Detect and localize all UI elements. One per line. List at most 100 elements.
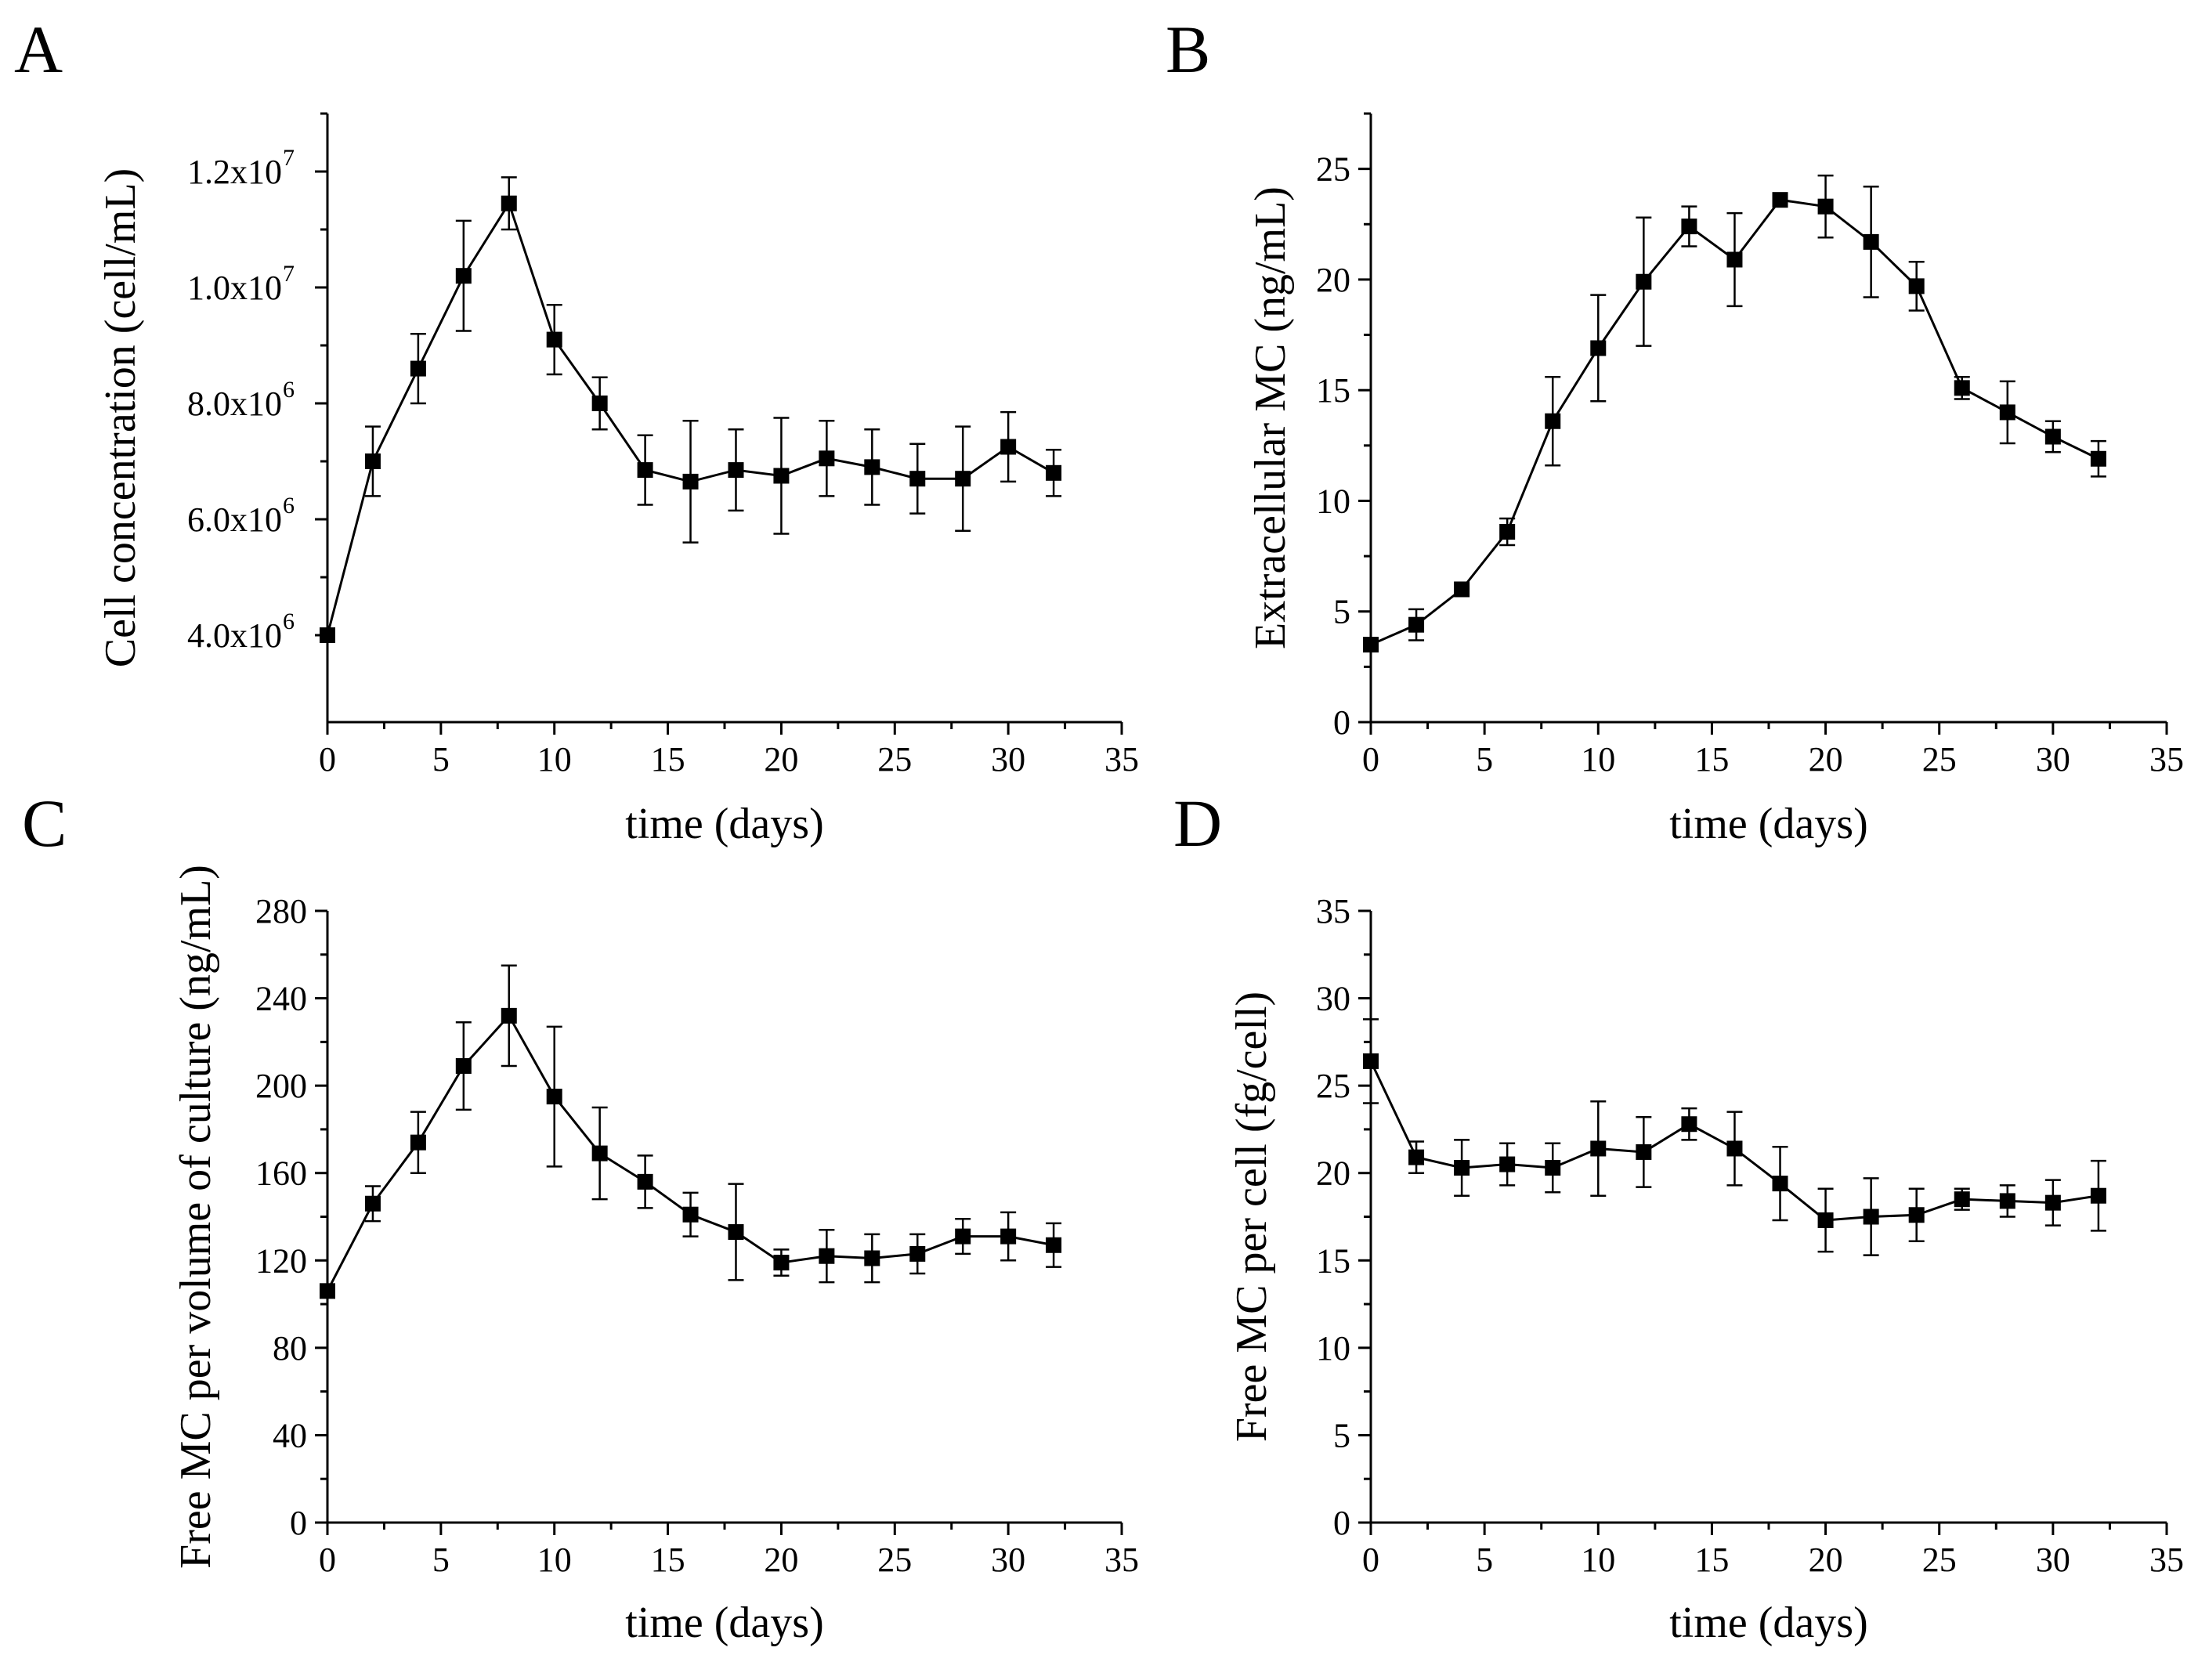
- y-tick-label: 120: [255, 1241, 307, 1280]
- y-tick-label: 160: [255, 1154, 307, 1193]
- y-tick-label: 25: [1316, 1067, 1350, 1105]
- panel-letter: D: [1173, 786, 1222, 861]
- y-tick-exponent: 6: [283, 609, 295, 634]
- panel-d: D 0 5 10 15 20 25 30 35 0 5 10 15 20 25 30 35 time (days)…: [1173, 786, 2184, 1647]
- y-tick-label: 5: [1333, 593, 1350, 631]
- data-point: [1636, 1143, 1652, 1160]
- data-point: [320, 1283, 335, 1299]
- data-point: [591, 396, 608, 411]
- x-tick-label: 10: [1581, 740, 1615, 779]
- y-tick-label: 25: [1316, 150, 1350, 189]
- y-tick-label: 0: [290, 1504, 307, 1542]
- data-point: [410, 1134, 426, 1151]
- y-tick-label: 200: [255, 1067, 307, 1105]
- data-point: [2044, 1194, 2061, 1211]
- x-tick-label: 0: [319, 740, 336, 779]
- data-point: [1681, 219, 1697, 235]
- y-tick-exponent: 6: [283, 377, 295, 403]
- x-tick-label: 25: [877, 740, 912, 779]
- panel-letter: C: [22, 786, 67, 861]
- y-tick-label: 15: [1316, 1241, 1350, 1280]
- y-tick-label: 4.0x10: [187, 616, 282, 655]
- y-tick-label: 0: [1333, 703, 1350, 742]
- data-point: [955, 1228, 971, 1245]
- y-tick-label: 10: [1316, 1329, 1350, 1367]
- x-tick-label: 15: [651, 1541, 685, 1579]
- data-point: [1681, 1116, 1697, 1133]
- y-tick-label: 1.0x10: [187, 269, 282, 307]
- x-tick-label: 30: [2036, 1541, 2070, 1579]
- data-point: [364, 453, 381, 469]
- data-point: [1046, 464, 1062, 481]
- x-tick-label: 15: [1694, 740, 1729, 779]
- data-point: [546, 331, 562, 348]
- y-axis-title: Cell concentration (cell/mL): [96, 168, 145, 668]
- data-point: [1726, 1140, 1743, 1157]
- data-point: [1363, 637, 1379, 653]
- panel-c: C 0 5 10 15 20 25 30 35 0 40 80 120 160 200 240 280 time …: [22, 786, 1139, 1647]
- data-point: [1545, 1160, 1561, 1176]
- y-tick-exponent: 7: [283, 145, 295, 171]
- data-point: [1454, 1160, 1470, 1176]
- data-point: [1590, 340, 1607, 356]
- data-point: [410, 360, 426, 377]
- data-point: [955, 471, 971, 487]
- data-point: [1000, 1228, 1017, 1245]
- x-tick-label: 0: [1362, 1541, 1379, 1579]
- x-tick-label: 30: [991, 740, 1025, 779]
- data-point: [1636, 273, 1652, 290]
- data-point: [1408, 616, 1425, 633]
- x-tick-label: 10: [537, 1541, 572, 1579]
- x-tick-label: 25: [1922, 740, 1957, 779]
- x-tick-label: 20: [1809, 740, 1843, 779]
- y-tick-exponent: 6: [283, 493, 295, 518]
- y-tick-label: 10: [1316, 482, 1350, 520]
- y-tick-exponent: 7: [283, 261, 295, 287]
- data-point: [773, 1255, 790, 1271]
- x-axis-title: time (days): [1669, 1599, 1867, 1647]
- x-tick-label: 15: [1694, 1541, 1729, 1579]
- x-tick-label: 5: [432, 1541, 450, 1579]
- y-tick-label: 15: [1316, 371, 1350, 410]
- data-point: [1363, 1053, 1379, 1069]
- data-point: [728, 462, 744, 479]
- y-tick-label: 0: [1333, 1504, 1350, 1542]
- data-point: [546, 1089, 562, 1105]
- y-tick-label: 8.0x10: [187, 385, 282, 423]
- data-point: [1908, 1207, 1925, 1223]
- data-point: [1817, 1212, 1834, 1228]
- data-point: [1999, 404, 2015, 421]
- y-tick-label: 40: [273, 1416, 307, 1454]
- y-axis-title: Free MC per volume of culture (ng/mL): [172, 865, 220, 1569]
- data-point: [1772, 192, 1788, 208]
- data-point: [1545, 413, 1561, 429]
- x-tick-label: 20: [764, 1541, 798, 1579]
- x-tick-label: 5: [1476, 1541, 1493, 1579]
- data-point: [1590, 1140, 1607, 1157]
- data-point: [819, 450, 835, 467]
- x-tick-label: 25: [1922, 1541, 1957, 1579]
- x-tick-label: 5: [432, 740, 450, 779]
- x-tick-label: 10: [1581, 1541, 1615, 1579]
- x-tick-label: 0: [1362, 740, 1379, 779]
- y-tick-label: 1.2x10: [187, 153, 282, 191]
- data-point: [1726, 251, 1743, 268]
- data-point: [1863, 233, 1879, 250]
- data-point: [455, 1058, 472, 1075]
- x-tick-label: 25: [877, 1541, 912, 1579]
- data-point: [1454, 581, 1470, 598]
- x-tick-label: 10: [537, 740, 572, 779]
- x-axis-title: time (days): [1669, 800, 1867, 848]
- data-point: [1772, 1176, 1788, 1192]
- data-point: [2090, 450, 2106, 467]
- y-tick-label: 20: [1316, 261, 1350, 299]
- data-point: [1499, 1156, 1516, 1172]
- panel-a: A0 5 10 15 20 25 30 354.0x10 66.0x10 68.0x10 61.0x…: [14, 12, 1139, 848]
- x-tick-label: 30: [2036, 740, 2070, 779]
- data-point: [2090, 1187, 2106, 1204]
- y-axis-title: Free MC per cell (fg/cell): [1227, 992, 1276, 1442]
- y-tick-label: 30: [1316, 980, 1350, 1018]
- x-tick-label: 30: [991, 1541, 1025, 1579]
- panel-letter: A: [14, 12, 63, 87]
